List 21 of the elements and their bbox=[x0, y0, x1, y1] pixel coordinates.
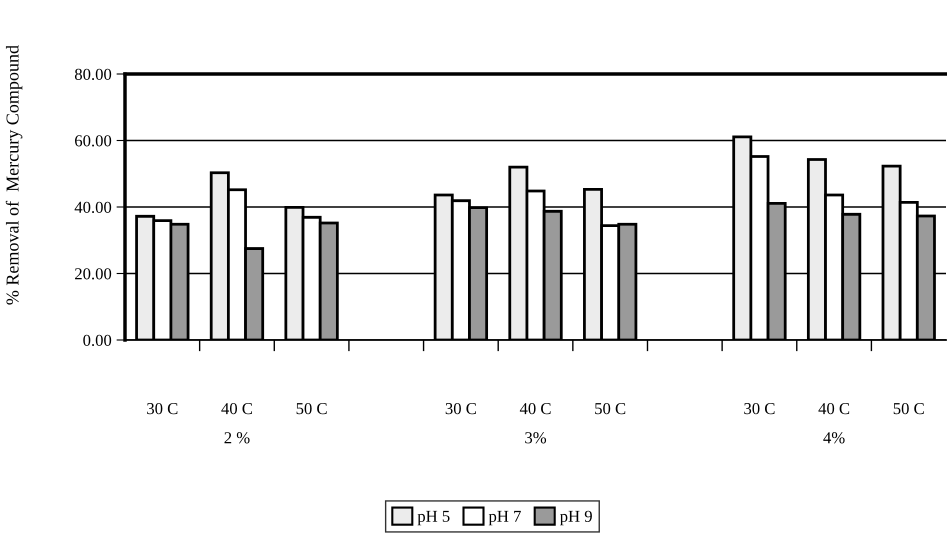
x-tick-label: 40 C bbox=[818, 402, 850, 414]
y-tick-label: 80.00 bbox=[74, 68, 112, 80]
x-tick-label: 50 C bbox=[894, 402, 924, 414]
y-axis-title: % Removal of Mercury Compound bbox=[6, 45, 22, 305]
y-tick-label: 60.00 bbox=[75, 135, 112, 147]
legend-label: pH 5 bbox=[418, 510, 450, 526]
x-tick-label: 50 C bbox=[595, 402, 626, 414]
x-tick-label: 40 C bbox=[520, 402, 551, 414]
x-tick-label: 30 C bbox=[744, 402, 775, 414]
x-tick-label: 40 C bbox=[221, 402, 252, 414]
text: 3% bbox=[525, 432, 546, 444]
text: 2 % bbox=[224, 432, 250, 444]
x-tick-label: 30 C bbox=[446, 402, 476, 414]
x-tick-label: 50 C bbox=[296, 402, 327, 414]
legend-label: pH 9 bbox=[560, 510, 592, 526]
legend-label: pH 7 bbox=[488, 510, 521, 526]
y-tick-label: 40.00 bbox=[74, 202, 112, 214]
y-tick-label: 0.00 bbox=[83, 334, 112, 346]
y-tick-label: 20.00 bbox=[75, 268, 112, 280]
text: 4% bbox=[823, 432, 845, 444]
x-tick-label: 30 C bbox=[147, 402, 178, 414]
